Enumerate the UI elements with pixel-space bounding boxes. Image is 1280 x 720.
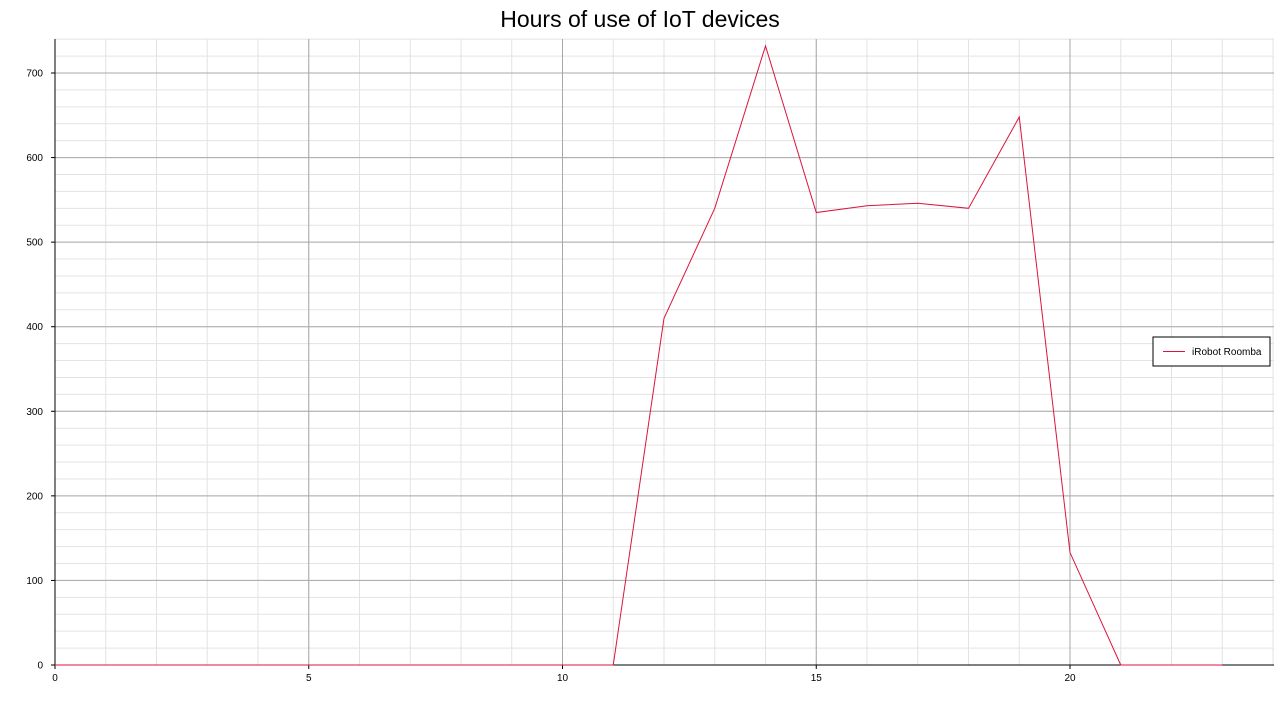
- y-tick-label: 0: [37, 661, 43, 672]
- x-tick-label: 15: [811, 673, 823, 684]
- y-tick-label: 300: [26, 407, 43, 418]
- series-line-0: [55, 44, 1223, 666]
- x-tick-label: 20: [1064, 673, 1076, 684]
- series-lines: [55, 44, 1223, 666]
- x-tick-label: 0: [52, 673, 58, 684]
- y-tick-label: 200: [26, 491, 43, 502]
- y-tick-label: 500: [26, 238, 43, 249]
- axes: [51, 39, 1274, 669]
- y-tick-label: 700: [26, 69, 43, 80]
- y-tick-label: 100: [26, 576, 43, 587]
- minor-gridlines: [54, 38, 1274, 666]
- chart-title: Hours of use of IoT devices: [500, 6, 780, 32]
- x-tick-label: 5: [306, 673, 312, 684]
- y-tick-label: 400: [26, 322, 43, 333]
- y-tick-label: 600: [26, 153, 43, 164]
- legend-label: iRobot Roomba: [1192, 347, 1262, 358]
- x-tick-label: 10: [557, 673, 569, 684]
- legend: iRobot Roomba: [1152, 336, 1271, 367]
